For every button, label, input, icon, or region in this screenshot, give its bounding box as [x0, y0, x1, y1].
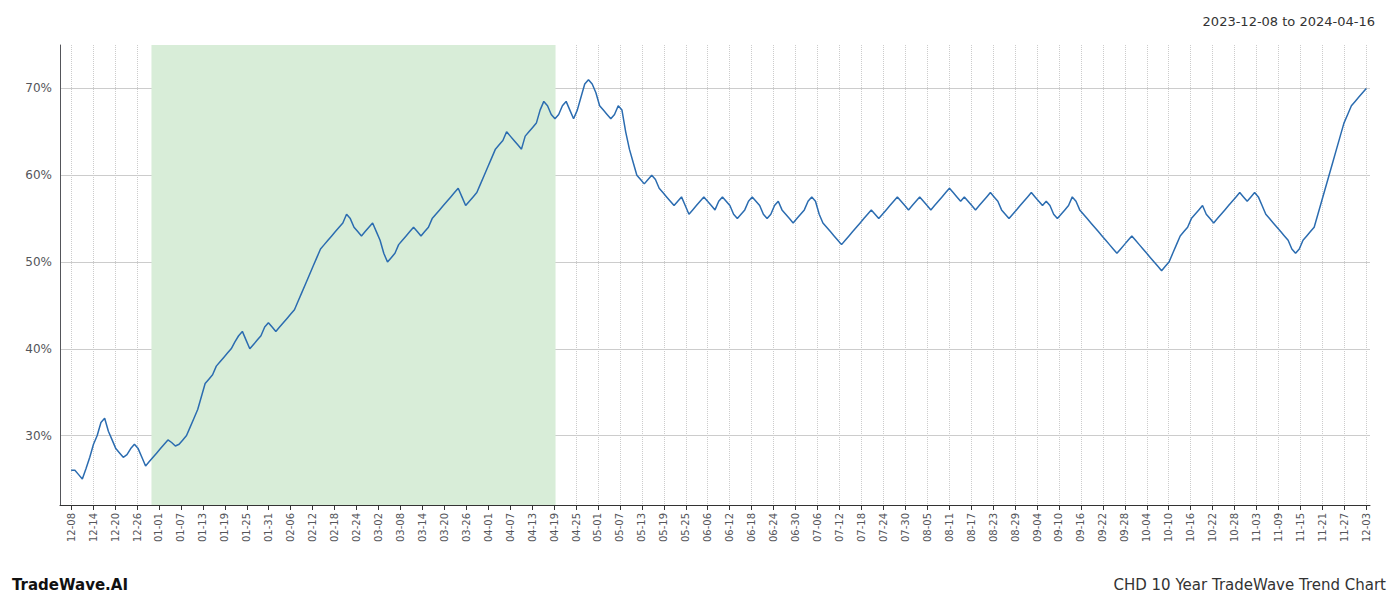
- svg-text:06-30: 06-30: [790, 513, 801, 542]
- svg-text:08-11: 08-11: [944, 513, 955, 542]
- svg-text:02-06: 02-06: [285, 513, 296, 542]
- svg-text:03-02: 03-02: [373, 513, 384, 542]
- svg-text:07-24: 07-24: [878, 513, 889, 542]
- svg-text:08-29: 08-29: [1010, 513, 1021, 542]
- svg-text:04-01: 04-01: [483, 513, 494, 542]
- svg-text:06-18: 06-18: [746, 513, 757, 542]
- svg-text:08-17: 08-17: [966, 513, 977, 542]
- svg-text:03-20: 03-20: [439, 513, 450, 542]
- svg-text:07-30: 07-30: [900, 513, 911, 542]
- svg-text:01-31: 01-31: [263, 513, 274, 542]
- svg-text:10-16: 10-16: [1185, 513, 1196, 542]
- svg-text:02-24: 02-24: [351, 513, 362, 542]
- svg-text:12-08: 12-08: [66, 513, 77, 542]
- svg-text:05-13: 05-13: [636, 513, 647, 542]
- svg-text:TradeWave.AI: TradeWave.AI: [12, 576, 128, 594]
- svg-text:08-05: 08-05: [922, 513, 933, 542]
- svg-text:08-23: 08-23: [988, 513, 999, 542]
- svg-text:40%: 40%: [25, 342, 52, 356]
- svg-text:09-22: 09-22: [1097, 513, 1108, 542]
- svg-text:04-07: 04-07: [505, 513, 516, 542]
- svg-text:30%: 30%: [25, 429, 52, 443]
- svg-text:01-07: 01-07: [175, 513, 186, 542]
- svg-text:07-06: 07-06: [812, 513, 823, 542]
- svg-text:60%: 60%: [25, 168, 52, 182]
- svg-text:01-13: 01-13: [197, 513, 208, 542]
- svg-text:01-19: 01-19: [219, 513, 230, 542]
- svg-text:11-09: 11-09: [1273, 513, 1284, 542]
- svg-text:09-10: 09-10: [1053, 513, 1064, 542]
- svg-text:09-04: 09-04: [1032, 513, 1043, 542]
- svg-text:10-28: 10-28: [1229, 513, 1240, 542]
- svg-text:06-24: 06-24: [768, 513, 779, 542]
- svg-text:03-08: 03-08: [395, 513, 406, 542]
- svg-text:06-06: 06-06: [702, 513, 713, 542]
- svg-text:10-04: 10-04: [1141, 513, 1152, 542]
- svg-text:05-19: 05-19: [658, 513, 669, 542]
- svg-text:2023-12-08 to 2024-04-16: 2023-12-08 to 2024-04-16: [1203, 14, 1375, 29]
- svg-text:04-25: 04-25: [571, 513, 582, 542]
- svg-text:04-13: 04-13: [527, 513, 538, 542]
- svg-text:03-26: 03-26: [461, 513, 472, 542]
- svg-text:12-03: 12-03: [1361, 513, 1372, 542]
- svg-text:09-28: 09-28: [1119, 513, 1130, 542]
- svg-text:04-19: 04-19: [549, 513, 560, 542]
- svg-text:05-01: 05-01: [592, 513, 603, 542]
- svg-text:CHD 10 Year TradeWave Trend Ch: CHD 10 Year TradeWave Trend Chart: [1114, 576, 1387, 594]
- svg-text:06-12: 06-12: [724, 513, 735, 542]
- svg-text:02-18: 02-18: [329, 513, 340, 542]
- svg-text:07-18: 07-18: [856, 513, 867, 542]
- svg-text:01-01: 01-01: [153, 513, 164, 542]
- svg-text:12-26: 12-26: [132, 513, 143, 542]
- svg-text:10-10: 10-10: [1163, 513, 1174, 542]
- svg-text:05-25: 05-25: [680, 513, 691, 542]
- svg-text:50%: 50%: [25, 255, 52, 269]
- svg-text:10-22: 10-22: [1207, 513, 1218, 542]
- svg-text:11-03: 11-03: [1251, 513, 1262, 542]
- svg-text:12-14: 12-14: [88, 513, 99, 542]
- svg-text:11-15: 11-15: [1295, 513, 1306, 542]
- svg-text:07-12: 07-12: [834, 513, 845, 542]
- svg-text:02-12: 02-12: [307, 513, 318, 542]
- svg-text:11-21: 11-21: [1317, 513, 1328, 542]
- svg-text:70%: 70%: [25, 81, 52, 95]
- svg-text:11-27: 11-27: [1339, 513, 1350, 542]
- svg-text:01-25: 01-25: [241, 513, 252, 542]
- svg-text:12-20: 12-20: [110, 513, 121, 542]
- svg-text:03-14: 03-14: [417, 513, 428, 542]
- svg-text:05-07: 05-07: [614, 513, 625, 542]
- svg-text:09-16: 09-16: [1075, 513, 1086, 542]
